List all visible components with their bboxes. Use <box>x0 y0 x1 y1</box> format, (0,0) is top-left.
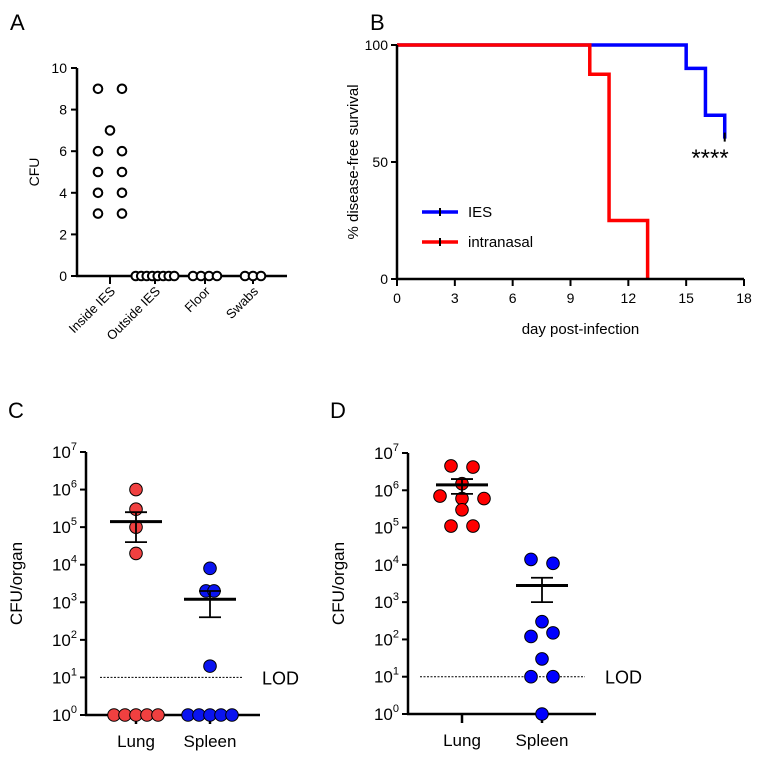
x-tick-label: Floor <box>182 283 214 315</box>
lod-label: LOD <box>605 668 642 688</box>
x-tick-label: Spleen <box>184 732 237 751</box>
data-point-Lung <box>151 708 165 722</box>
y-tick-label: 4 <box>59 185 67 201</box>
x-tick-label: 18 <box>736 290 752 306</box>
y-tick-label: 105 <box>52 516 77 537</box>
y-tick-label: 106 <box>52 479 77 500</box>
y-tick-label: 102 <box>52 629 77 650</box>
data-point <box>168 270 180 282</box>
x-tick-label: 6 <box>509 290 517 306</box>
data-point <box>116 187 128 199</box>
data-point-Spleen <box>546 556 560 571</box>
data-point <box>116 208 128 219</box>
data-point-Lung <box>466 519 480 533</box>
data-point-Spleen <box>535 707 549 721</box>
y-tick-label: 106 <box>374 479 399 500</box>
data-point <box>116 166 128 178</box>
data-point-Spleen <box>225 708 239 722</box>
panel-label-D: D <box>330 398 346 423</box>
data-point-Lung <box>444 459 458 473</box>
y-tick-label: 103 <box>374 591 399 612</box>
survival-line-intranasal <box>397 43 650 279</box>
data-point-Spleen <box>524 629 538 644</box>
y-tick-label: 105 <box>374 517 399 538</box>
y-tick-label: 107 <box>374 442 399 463</box>
panel-label-C: C <box>8 398 24 423</box>
data-point-Spleen <box>524 552 538 567</box>
data-point <box>104 125 116 136</box>
data-point-Lung <box>129 482 143 497</box>
y-axis-label: CFU/organ <box>329 542 348 625</box>
y-tick-label: 6 <box>59 143 67 159</box>
y-axis-label: CFU <box>26 158 42 187</box>
data-point <box>92 208 104 219</box>
y-tick-label: 100 <box>374 703 399 724</box>
y-tick-label: 100 <box>365 37 389 53</box>
data-point-Lung <box>129 546 143 561</box>
data-point-Lung <box>466 460 480 474</box>
x-tick-label: 12 <box>621 290 637 306</box>
lod-label: LOD <box>262 668 299 688</box>
y-tick-label: 101 <box>374 666 399 687</box>
x-tick-label: 3 <box>451 290 459 306</box>
y-tick-label: 0 <box>380 271 388 287</box>
x-tick-label: 0 <box>393 290 401 306</box>
y-tick-label: 107 <box>52 441 77 462</box>
y-axis-label: % disease-free survival <box>345 84 362 239</box>
data-point-Spleen <box>546 626 560 640</box>
y-tick-label: 50 <box>372 154 388 170</box>
data-point <box>92 166 104 178</box>
data-point-Spleen <box>546 669 560 684</box>
x-tick-label: 9 <box>567 290 575 306</box>
y-tick-label: 10 <box>51 60 67 76</box>
survival-line-IES <box>397 43 727 139</box>
data-point-Lung <box>477 491 491 506</box>
y-tick-label: 101 <box>52 666 77 687</box>
data-point-Lung <box>444 519 458 533</box>
data-point <box>116 83 128 95</box>
data-point-Lung <box>455 502 469 517</box>
x-tick-label: Lung <box>117 732 155 751</box>
x-axis-label: day post-infection <box>522 321 640 338</box>
significance-annotation: **** <box>691 145 728 172</box>
panel-label-B: B <box>370 10 385 35</box>
y-tick-label: 104 <box>52 554 77 575</box>
legend-label: IES <box>468 204 492 221</box>
data-point-Spleen <box>535 614 549 629</box>
y-tick-label: 0 <box>59 268 67 284</box>
data-point <box>255 270 267 282</box>
x-tick-label: Swabs <box>223 283 262 322</box>
data-point <box>211 270 223 282</box>
y-tick-label: 102 <box>374 628 399 649</box>
data-point-Spleen <box>524 669 538 684</box>
x-tick-label: Spleen <box>516 731 569 750</box>
panel-label-A: A <box>10 10 25 35</box>
data-point-Spleen <box>535 652 549 666</box>
data-point <box>92 187 104 199</box>
data-point <box>116 145 128 157</box>
y-axis-label: CFU/organ <box>7 542 26 625</box>
data-point-Spleen <box>203 561 217 576</box>
data-point <box>92 83 104 95</box>
data-point <box>92 145 104 157</box>
data-point-Lung <box>433 489 447 503</box>
x-tick-label: Lung <box>443 731 481 750</box>
y-tick-label: 8 <box>59 102 67 118</box>
x-tick-label: 15 <box>678 290 694 306</box>
y-tick-label: 100 <box>52 704 77 725</box>
y-tick-label: 104 <box>374 554 399 575</box>
y-tick-label: 2 <box>59 226 67 242</box>
legend-label: intranasal <box>468 234 533 251</box>
y-tick-label: 103 <box>52 591 77 612</box>
data-point-Spleen <box>203 659 217 673</box>
